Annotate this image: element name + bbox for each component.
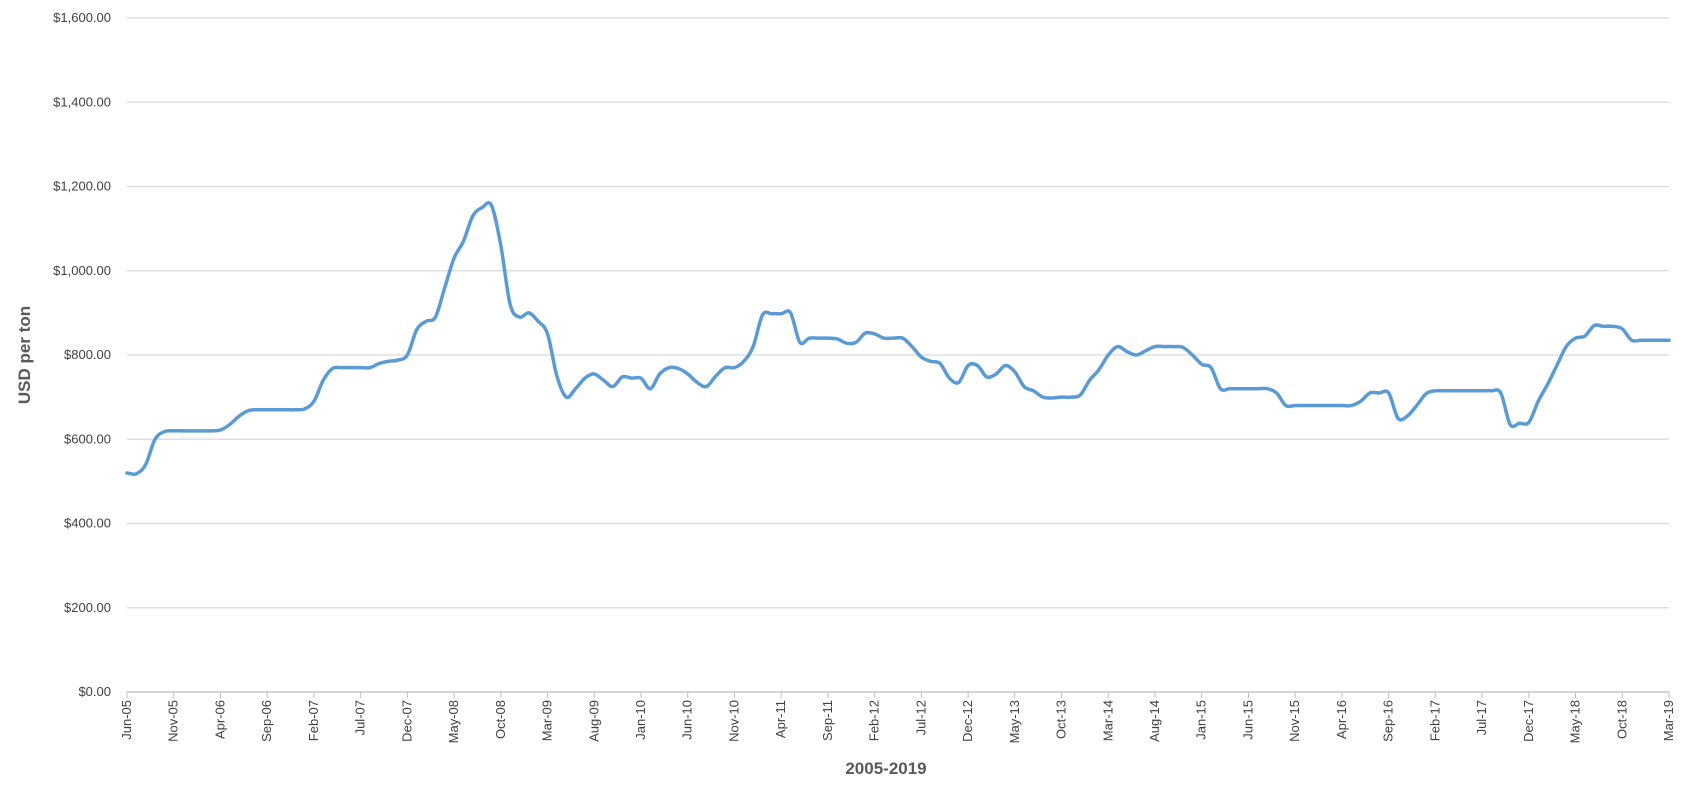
y-tick-label: $600.00 [64,431,111,446]
x-tick-label: Sep-16 [1381,700,1396,742]
x-tick-label: Oct-08 [493,700,508,739]
y-tick-label: $1,400.00 [53,94,111,109]
x-tick-label: Jun-05 [119,700,134,740]
price-line [125,201,1671,477]
y-tick-label: $200.00 [64,600,111,615]
x-tick-label: May-08 [446,700,461,743]
x-tick-label: May-18 [1568,700,1583,743]
x-tick-label: Feb-17 [1427,700,1442,741]
x-tick-label: Jun-15 [1240,700,1255,740]
y-tick-label: $400.00 [64,516,111,531]
y-tick-label: $800.00 [64,347,111,362]
x-tick-label: Dec-12 [960,700,975,742]
x-tick-label: Dec-17 [1521,700,1536,742]
x-tick-label: Oct-18 [1614,700,1629,739]
x-tick-label: Jul-12 [913,700,928,735]
x-tick-label: Apr-16 [1334,700,1349,739]
x-tick-label: Aug-14 [1147,700,1162,742]
x-tick-label: Oct-13 [1054,700,1069,739]
x-tick-label: Jan-15 [1194,700,1209,740]
x-tick-label: May-13 [1007,700,1022,743]
x-tick-label: Jul-07 [353,700,368,735]
x-tick-label: Sep-11 [820,700,835,741]
x-tick-label: Aug-09 [586,700,601,742]
x-tick-label: Mar-19 [1661,700,1676,741]
x-tick-label: Jan-10 [633,700,648,740]
y-axis-title: USD per ton [15,306,34,404]
x-tick-label: Feb-07 [306,700,321,741]
x-tick-label: Feb-12 [867,700,882,741]
x-tick-label: Jul-17 [1474,700,1489,735]
x-tick-label: Nov-05 [166,700,181,742]
x-tick-label: Mar-14 [1100,700,1115,741]
x-tick-label: Nov-10 [726,700,741,742]
y-tick-label: $1,200.00 [53,179,111,194]
y-tick-label: $0.00 [78,684,111,699]
x-tick-label: Apr-11 [773,700,788,738]
x-tick-label: Nov-15 [1287,700,1302,742]
x-axis-title: 2005-2019 [845,759,926,778]
x-tick-label: Mar-09 [540,700,555,741]
y-tick-label: $1,000.00 [53,263,111,278]
x-tick-label: Apr-06 [212,700,227,739]
x-tick-label: Dec-07 [399,700,414,742]
x-tick-label: Jun-10 [680,700,695,740]
x-tick-label: Sep-06 [259,700,274,742]
y-tick-label: $1,600.00 [53,10,111,25]
